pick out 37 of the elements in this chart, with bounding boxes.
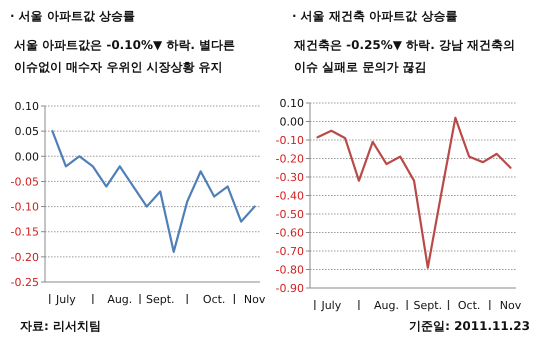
- x-tick-label: Sept.: [146, 293, 175, 306]
- text: 자료: 리서치팀: [20, 319, 101, 333]
- x-tick-label: Aug.: [107, 293, 132, 306]
- y-tick-label: 0.05: [14, 125, 39, 138]
- y-tick-label: -0.10: [10, 200, 39, 214]
- y-tick-label: -0.30: [276, 171, 304, 184]
- y-tick-label: -0.40: [276, 190, 304, 202]
- y-tick-label: -0.80: [276, 264, 304, 276]
- y-tick-label: -0.05: [10, 175, 39, 188]
- y-tick-label: -0.15: [10, 226, 39, 239]
- x-tick-label: Aug.: [374, 299, 399, 312]
- line-series: [51, 130, 256, 253]
- y-tick-label: 0.00: [14, 150, 39, 164]
- y-tick-label: 0.10: [280, 97, 304, 110]
- x-tick-label: Nov: [244, 293, 266, 306]
- y-tick-label: -0.20: [276, 152, 304, 166]
- x-tick-label: July: [54, 293, 76, 306]
- y-tick-label: -0.90: [276, 282, 304, 295]
- chart-title: · 서울 재건축 아파트값 상승률: [292, 9, 458, 23]
- y-tick-label: -0.10: [276, 134, 304, 147]
- chart-subtitle: 서울 아파트값은 -0.10%▼ 하락. 별다른 이슈없이 매수자 우위인 시장상황 유지: [14, 38, 236, 74]
- x-tick-label: Sept.: [414, 299, 442, 312]
- y-tick-label: -0.50: [276, 208, 304, 221]
- chart-subtitle: 재건축은 -0.25%▼ 하락. 강남 재건축의 이슈 실패로 문의가 끊김: [293, 38, 516, 74]
- y-tick-label: -0.20: [10, 250, 39, 264]
- y-tick-label: -0.25: [10, 276, 39, 289]
- x-tick-label: Oct.: [202, 293, 226, 306]
- y-tick-label: -0.60: [276, 226, 304, 240]
- text: 기준일: 2011.11.23: [409, 319, 530, 333]
- y-tick-label: -0.70: [276, 245, 304, 258]
- x-tick-label: Oct.: [458, 299, 480, 312]
- chart-title: · 서울 아파트값 상승률: [10, 9, 136, 23]
- x-tick-label: July: [320, 299, 342, 312]
- y-tick-label: 0.10: [14, 100, 39, 113]
- x-tick-label: Nov: [500, 299, 522, 312]
- line-series: [316, 116, 512, 269]
- y-tick-label: 0.00: [280, 116, 304, 128]
